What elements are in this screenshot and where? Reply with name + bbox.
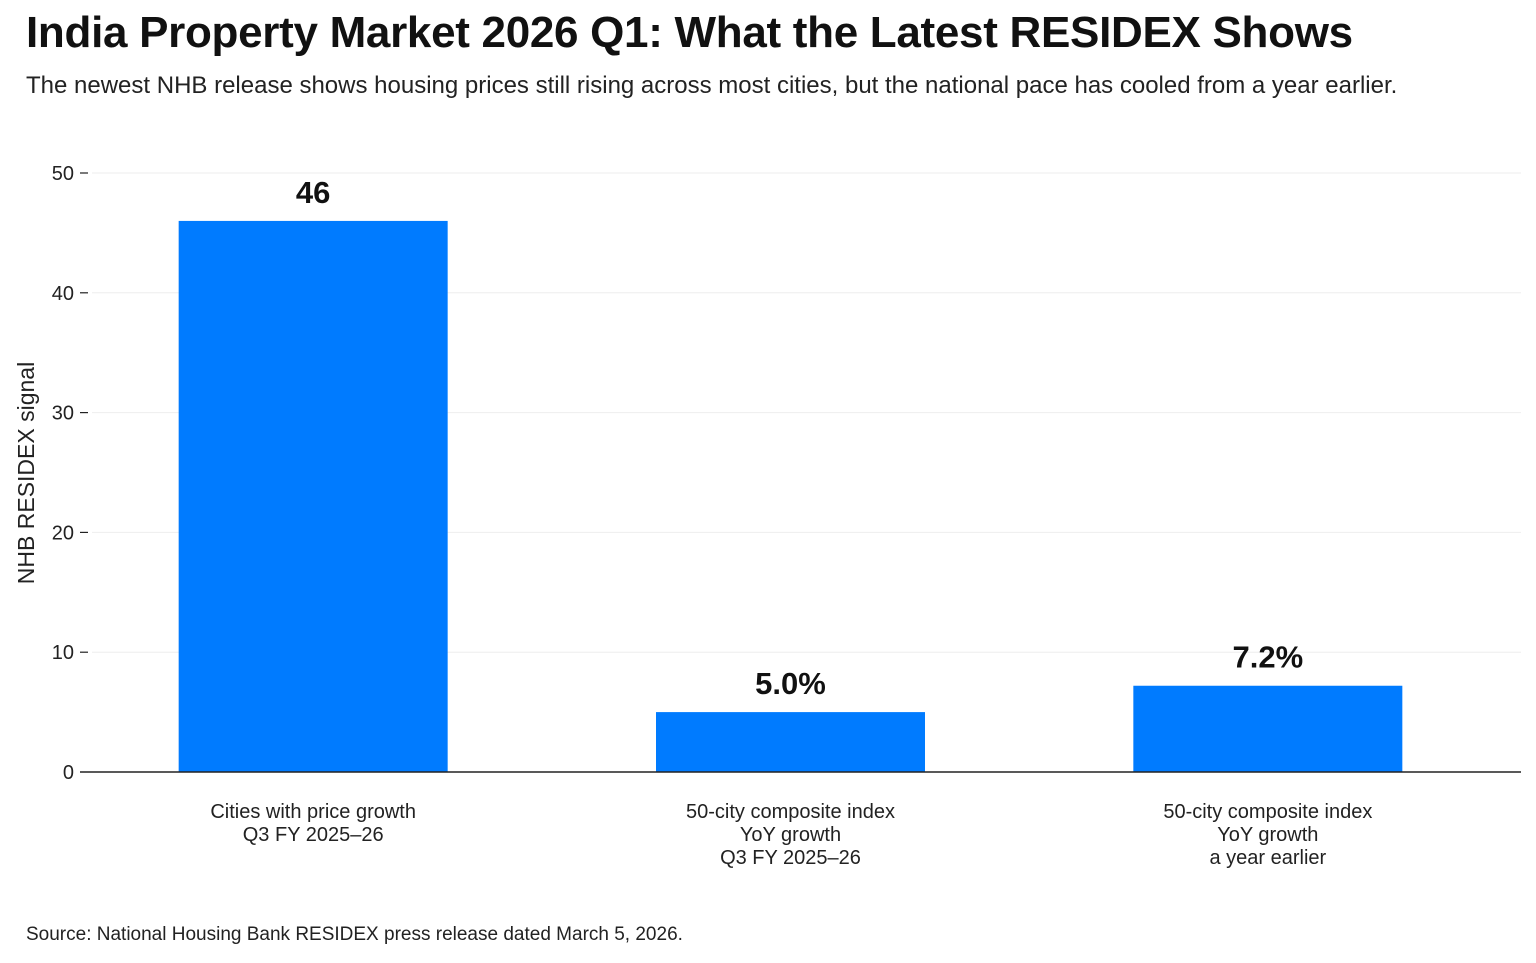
x-axis: Cities with price growth Q3 FY 2025–2650-… [80,771,1521,869]
x-tick-label-line: a year earlier [1209,847,1326,869]
x-tick-label: 50-city composite index YoY growth a year … [1163,801,1372,869]
y-tick-label: 0 [63,762,74,784]
x-tick-label: Cities with price growth Q3 FY 2025–26 [210,801,416,846]
bars [178,220,1403,773]
source-note: Source: National Housing Bank RESIDEX pr… [26,924,683,945]
bar [1133,685,1403,772]
bar [656,712,925,772]
x-tick-label-line: YoY growth [1217,824,1318,846]
value-labels: 46 5.0% 7.2% [296,175,1303,701]
y-tick-label: 30 [52,403,74,425]
bar [178,220,448,773]
y-tick-label: 50 [52,163,74,185]
x-tick-label-line: 50-city composite index [1163,801,1372,823]
bar-value-label: 46 [296,175,330,210]
x-tick-label-line: Q3 FY 2025–26 [720,847,861,869]
y-axis: 0 10 20 30 40 50 [52,163,88,784]
y-axis-label: NHB RESIDEX signal [13,362,39,584]
bar-value-label: 5.0% [755,666,826,701]
y-tick-label: 20 [52,522,74,544]
x-tick-label-line: YoY growth [740,824,841,846]
x-tick-label-line: Cities with price growth [210,801,416,823]
y-tick-label: 40 [52,283,74,305]
bar-value-label: 7.2% [1232,640,1303,675]
y-tick-label: 10 [52,642,74,664]
chart-title: India Property Market 2026 Q1: What the … [26,8,1353,57]
chart-subtitle: The newest NHB release shows housing pri… [26,72,1398,99]
x-tick-label: 50-city composite index YoY growth Q3 FY 2… [686,801,895,869]
x-tick-label-line: 50-city composite index [686,801,895,823]
x-tick-label-line: Q3 FY 2025–26 [243,824,384,846]
